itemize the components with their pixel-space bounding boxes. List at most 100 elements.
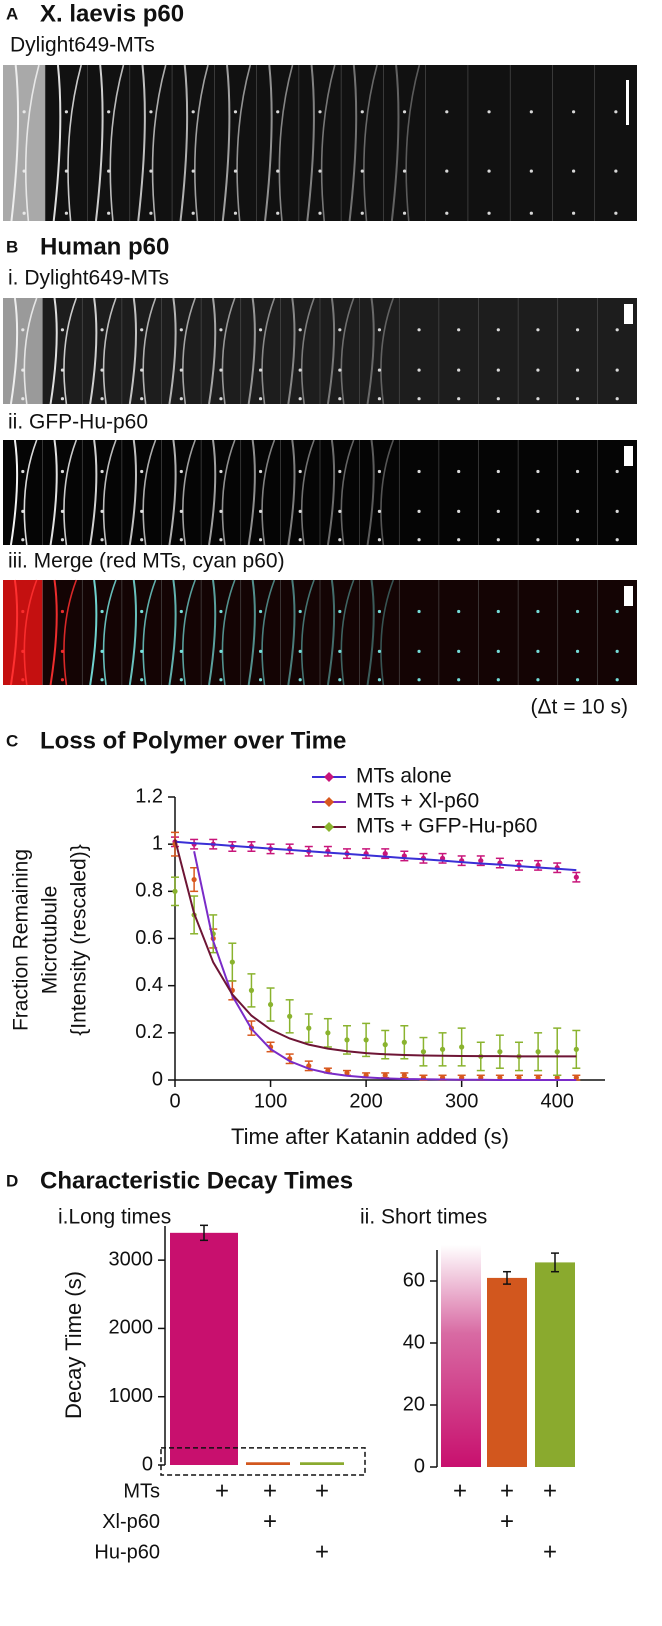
microtubule [67,64,82,222]
data-point [172,888,178,894]
speckle [496,609,500,614]
speckle [60,609,65,614]
microtubule [102,297,117,405]
microtubule [247,579,256,686]
speckle [536,368,540,372]
speckle [219,509,223,513]
speckle [179,609,183,614]
speckle [417,397,421,401]
microtubule [24,64,40,222]
speckle [487,110,491,114]
speckle [64,211,68,215]
microtubule [278,64,294,222]
microtubule [49,439,58,546]
microtubule [221,579,236,686]
panel-title: X. laevis p60 [40,0,184,27]
micrograph-frame [3,298,43,404]
data-point [554,1049,560,1055]
speckle [60,509,65,513]
data-point [516,1075,522,1081]
data-point [459,1044,465,1050]
speckle [22,211,26,215]
microtubule [49,297,58,405]
speckle [377,678,382,682]
y-tick-label: 0.4 [135,974,163,996]
x-tick-label: 300 [445,1090,478,1112]
speckle [338,469,342,474]
speckle [179,397,183,401]
microtubule [63,297,78,405]
speckle [100,509,104,513]
speckle [496,397,500,401]
microtubule [405,64,421,222]
speckle [298,368,302,372]
speckle [22,169,26,173]
microtubule [247,439,256,546]
speckle [529,110,533,114]
microtubule [300,439,315,546]
data-point [229,959,235,965]
speckle [318,110,322,114]
speckle [529,169,533,173]
speckle [21,649,25,654]
microtubule [287,297,296,405]
speckle [377,509,382,513]
data-point [497,1049,503,1055]
microtubule [128,579,137,686]
scale-bar [624,446,633,466]
microtubule [182,297,196,405]
speckle [298,678,302,682]
data-point [287,1013,293,1019]
speckle [100,678,104,682]
speckle [417,649,421,654]
speckle [107,169,111,173]
microtubule [326,297,336,405]
bar [535,1262,575,1467]
speckle [615,397,619,401]
microtubule [142,579,157,686]
speckle [140,609,144,614]
y-axis-label: Fraction Remaining [10,849,33,1031]
speckle [258,538,263,542]
speckle [496,538,500,542]
data-point [573,874,579,880]
panel-title: Characteristic Decay Times [40,1167,353,1194]
speckle [496,328,500,332]
speckle [298,397,302,401]
speckle [615,538,619,542]
speckle [140,328,144,332]
speckle [107,110,111,114]
speckle [179,509,183,513]
microtubule [168,579,177,686]
microtubule [287,439,296,546]
speckle [233,211,238,215]
data-point [535,1075,541,1081]
speckle [572,211,576,215]
speckle [338,538,342,542]
speckle [298,469,302,474]
microtubule [380,297,395,405]
speckle [457,538,461,542]
chart-title: Loss of Polymer over Time [40,727,346,754]
microtubule [348,64,358,222]
legend-label: MTs + Xl-p60 [356,790,479,813]
data-point [478,858,484,864]
microtubule [9,579,19,686]
speckle [179,538,183,542]
condition-label: Hu-p60 [94,1541,160,1563]
microtubule [261,579,276,686]
speckle [575,368,580,372]
speckle [575,328,580,332]
speckle [21,368,25,372]
data-point [497,1075,503,1081]
x-tick-label: 400 [541,1090,574,1112]
speckle [417,678,421,682]
y-tick-label: 2000 [109,1317,154,1339]
speckle [298,609,302,614]
speckle [60,538,65,542]
panel-letter: D [6,1171,18,1190]
strip-label: Dylight649-MTs [10,34,155,57]
speckle [360,211,364,215]
microtubule [320,64,336,222]
